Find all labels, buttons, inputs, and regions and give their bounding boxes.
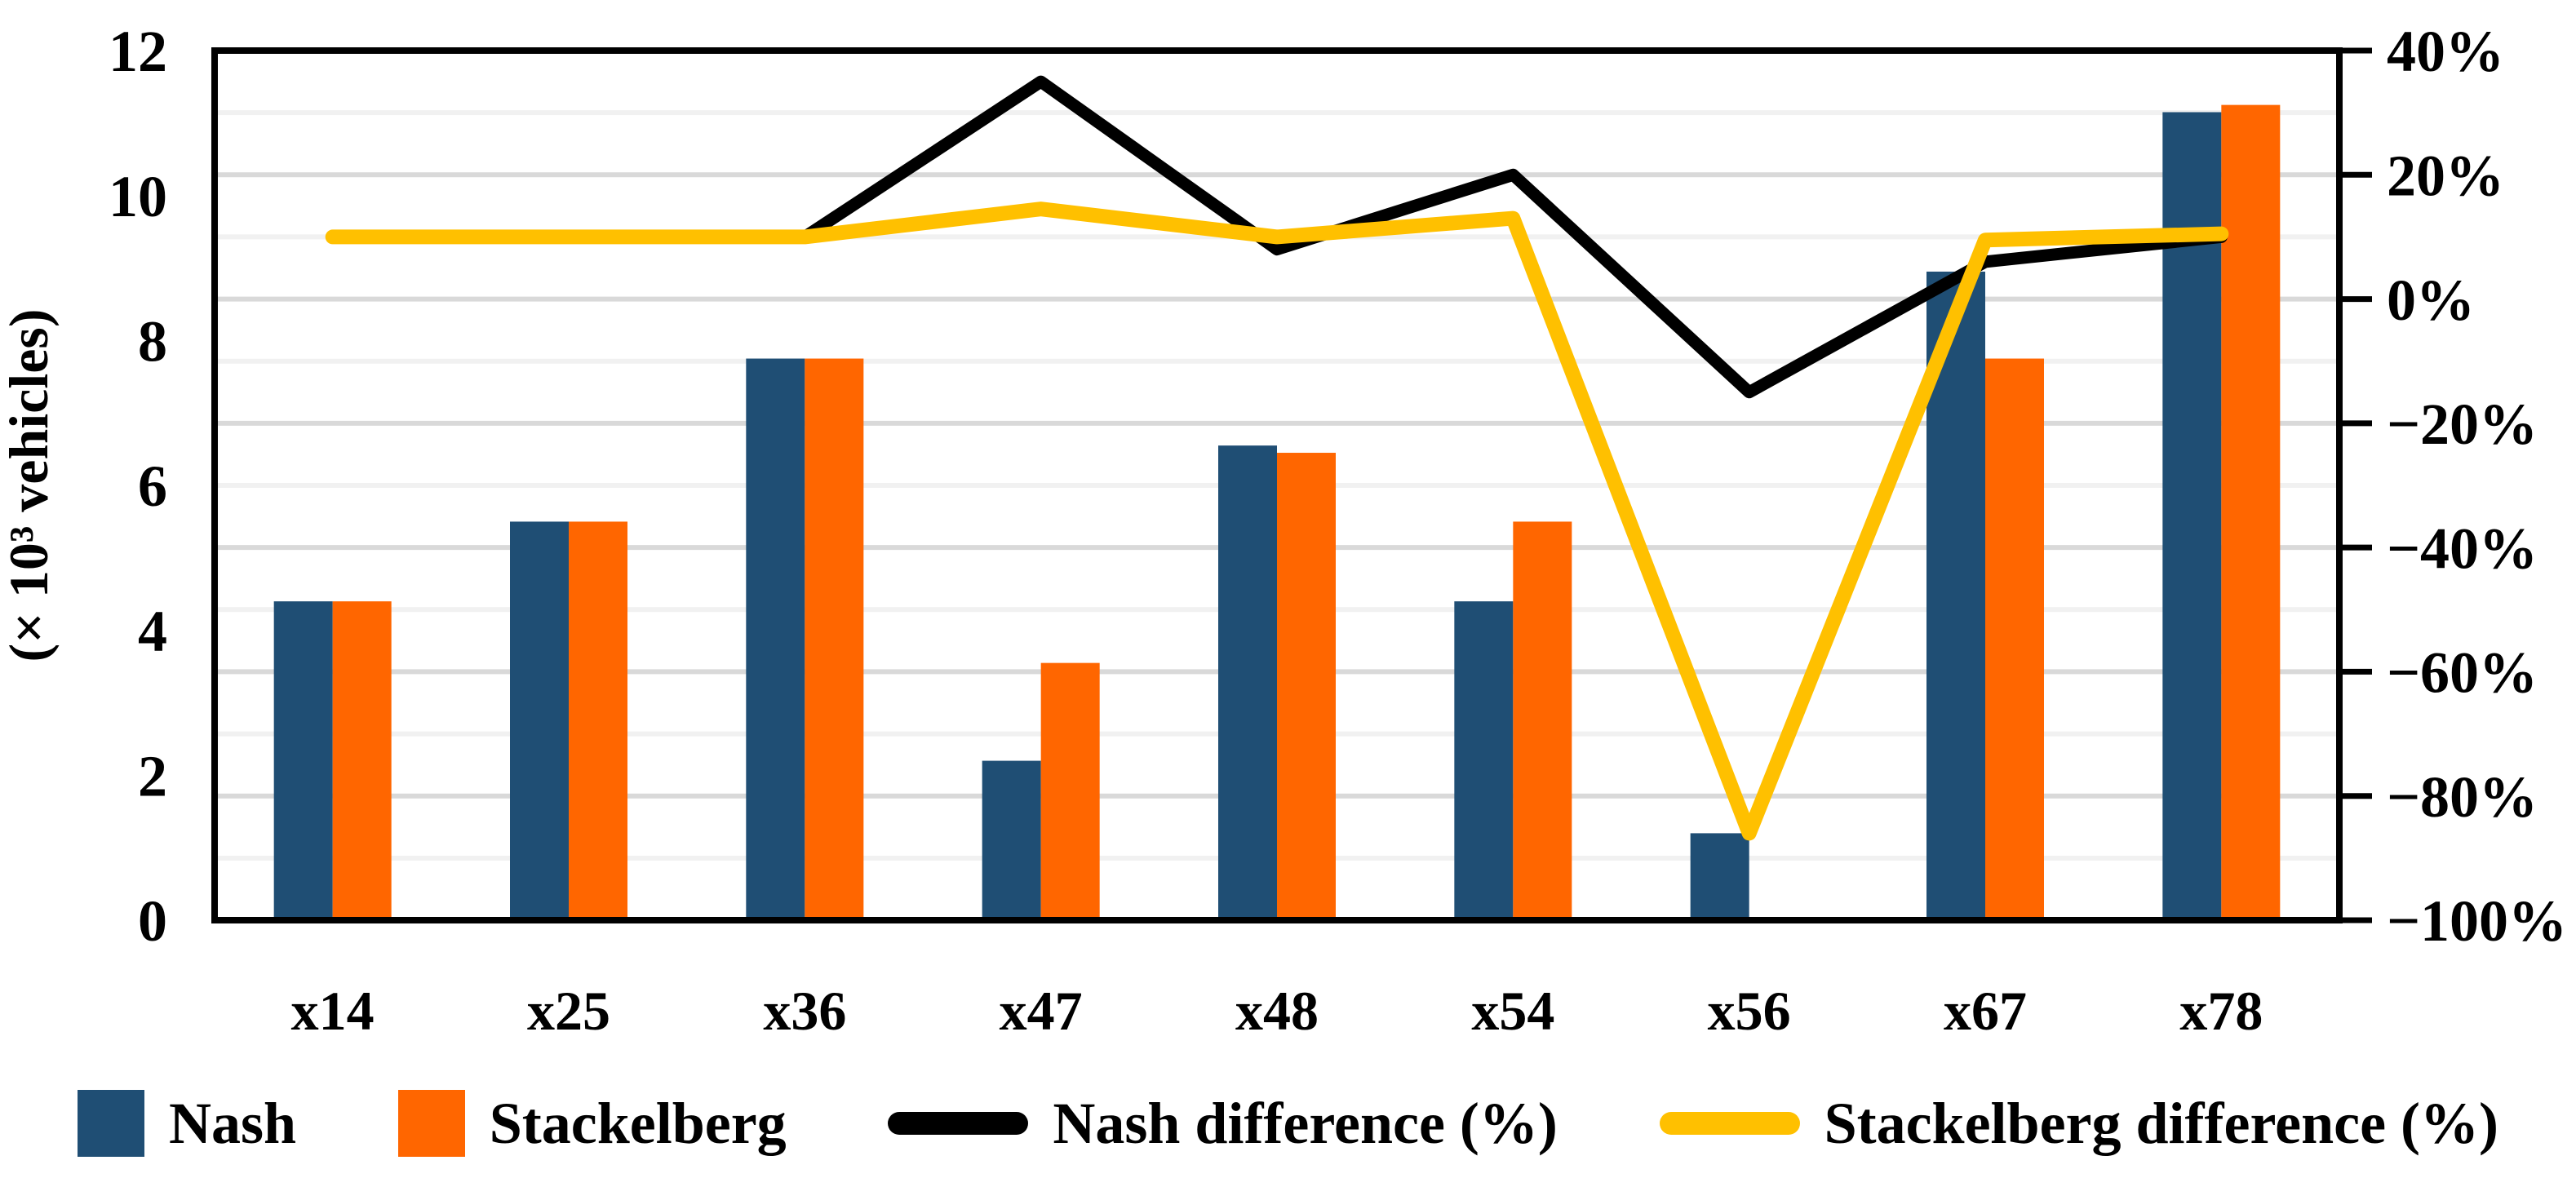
x-axis-label-x48: x48 bbox=[1235, 980, 1319, 1042]
bar-stackelberg-x47 bbox=[1040, 662, 1100, 920]
x-axis-label-x36: x36 bbox=[763, 980, 846, 1042]
x-axis-label-x56: x56 bbox=[1708, 980, 1791, 1042]
legend-item-nash: Nash bbox=[78, 1090, 296, 1158]
legend-swatch-stackelberg bbox=[397, 1090, 465, 1157]
right-axis-label: −40% bbox=[2387, 516, 2538, 581]
bar-stackelberg-x67 bbox=[1985, 358, 2044, 921]
plot-border bbox=[211, 47, 2343, 923]
right-axis-label: 0% bbox=[2387, 268, 2475, 333]
bar-nash-x48 bbox=[1218, 445, 1277, 920]
right-axis-label: −80% bbox=[2387, 764, 2538, 830]
bar-stackelberg-x25 bbox=[569, 521, 627, 920]
bar-stackelberg-x54 bbox=[1513, 521, 1572, 920]
legend-label: Stackelberg bbox=[489, 1090, 787, 1156]
bar-nash-x25 bbox=[510, 521, 569, 920]
line-stackelberg-difference- bbox=[325, 202, 2229, 841]
x-axis-label-x25: x25 bbox=[527, 980, 610, 1042]
left-axis-title: (× 10³ vehicles) bbox=[0, 308, 60, 662]
left-axis-label: 12 bbox=[109, 19, 167, 84]
x-axis-label-x78: x78 bbox=[2179, 980, 2263, 1042]
bar-nash-x54 bbox=[1454, 601, 1514, 920]
left-axis-label: 4 bbox=[138, 599, 167, 664]
legend-swatch-nash bbox=[78, 1090, 144, 1157]
bar-nash-x14 bbox=[273, 601, 333, 920]
legend-label: Nash bbox=[169, 1090, 297, 1156]
right-axis-label: −60% bbox=[2387, 640, 2538, 706]
bar-stackelberg-x48 bbox=[1277, 453, 1336, 920]
legend: Nash Stackelberg Nash difference (%) Stacke… bbox=[78, 1078, 2498, 1168]
right-axis-label: 40% bbox=[2387, 19, 2504, 84]
bar-stackelberg-x78 bbox=[2221, 104, 2281, 920]
bar-nash-x47 bbox=[982, 760, 1041, 920]
legend-line-marker-nash-difference- bbox=[888, 1112, 1029, 1135]
bar-stackelberg-x36 bbox=[805, 358, 864, 921]
right-axis-label: −20% bbox=[2387, 392, 2538, 457]
left-axis-label: 8 bbox=[138, 309, 167, 374]
x-axis-label-x47: x47 bbox=[1000, 980, 1083, 1042]
x-axis-label-x67: x67 bbox=[1944, 980, 2027, 1042]
right-axis-label: 20% bbox=[2387, 143, 2504, 208]
legend-item-stackelberg: Stackelberg bbox=[397, 1090, 787, 1158]
bar-nash-x36 bbox=[746, 358, 805, 921]
left-axis-label: 2 bbox=[138, 744, 167, 809]
legend-item-nash-difference-: Nash difference (%) bbox=[888, 1090, 1558, 1158]
bar-nash-x56 bbox=[1690, 833, 1749, 920]
legend-item-stackelberg-difference-: Stackelberg difference (%) bbox=[1659, 1090, 2498, 1158]
x-axis-label-x14: x14 bbox=[291, 980, 375, 1042]
legend-label: Stackelberg difference (%) bbox=[1824, 1090, 2498, 1156]
left-axis-label: 6 bbox=[138, 454, 167, 519]
x-axis-label-x54: x54 bbox=[1471, 980, 1554, 1042]
right-axis-label: −100% bbox=[2387, 888, 2567, 954]
left-axis-label: 0 bbox=[138, 888, 167, 954]
legend-label: Nash difference (%) bbox=[1053, 1090, 1558, 1156]
left-axis-label: 10 bbox=[109, 164, 167, 229]
legend-line-marker-stackelberg-difference- bbox=[1659, 1112, 1800, 1135]
bar-stackelberg-x14 bbox=[332, 601, 392, 920]
